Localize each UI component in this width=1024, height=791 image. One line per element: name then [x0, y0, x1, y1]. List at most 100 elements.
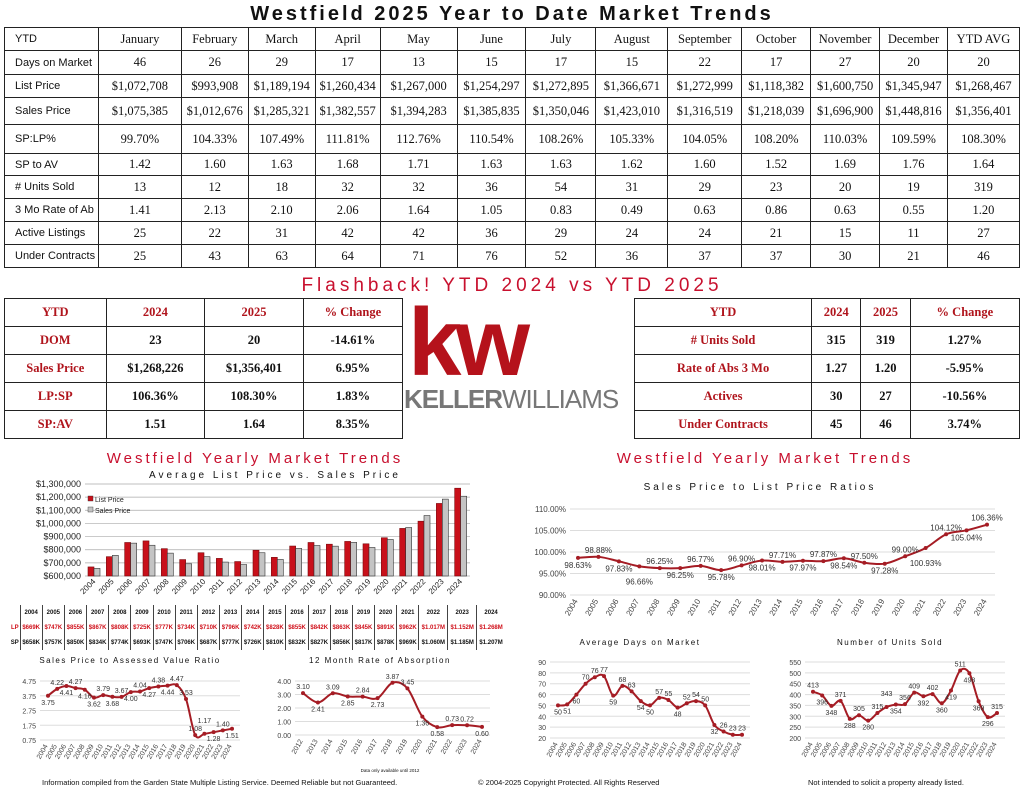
data-point	[565, 702, 570, 707]
legend-swatch	[87, 506, 94, 513]
year-cell: 2017	[307, 605, 331, 620]
column-header: YTD	[4, 298, 107, 327]
section-title-right: Westfield Yearly Market Trends	[616, 450, 914, 467]
row-label: 3 Mo Rate of Ab	[4, 198, 99, 222]
data-point	[939, 701, 944, 706]
table-cell: 2.10	[247, 198, 316, 222]
data-point	[712, 722, 717, 727]
year-cell: 2010	[152, 605, 176, 620]
data-point	[930, 692, 935, 697]
sales-price-bar	[93, 568, 101, 577]
value-cell: $1.152M	[447, 620, 477, 635]
absorption-line-chart: 0.00 1.00 2.00 3.00 4.00 2012 2013 2014 2015 2016…	[277, 674, 490, 755]
data-point	[921, 694, 926, 699]
table-cell: $1,260,434	[314, 74, 381, 98]
table-cell: $1,600,750	[810, 74, 881, 98]
table-cell: 1.20	[860, 354, 911, 383]
data-point	[82, 687, 87, 692]
x-tick-label: 2012	[291, 738, 305, 755]
section-title-left: Westfield Yearly Market Trends	[106, 450, 404, 467]
x-tick-label: 2018	[380, 738, 394, 755]
x-tick-label: 2007	[133, 577, 152, 596]
data-label: 413	[807, 683, 819, 690]
x-tick-label: 2011	[706, 597, 723, 617]
sales-price-bar	[295, 548, 302, 577]
x-tick-label: 2009	[665, 597, 682, 617]
table-cell: -10.56%	[909, 382, 1021, 411]
table-cell: 1.52	[741, 153, 812, 176]
x-tick-label: 2023	[952, 597, 969, 617]
y-tick-label: 60	[538, 693, 546, 700]
data-point	[780, 559, 785, 564]
data-point	[760, 558, 765, 563]
data-label: 98.88%	[585, 546, 612, 555]
table-cell: 13	[379, 50, 458, 75]
value-cell: $845K	[351, 620, 375, 635]
data-point	[638, 699, 643, 704]
table-cell: 1.63	[525, 153, 597, 176]
data-point	[884, 704, 889, 709]
splp-line-chart: 90.00%95.00%100.00%105.00%110.00%2004 200…	[534, 505, 1002, 617]
data-point	[995, 711, 999, 716]
data-label: 3.53	[179, 690, 193, 697]
y-tick-label: 80	[538, 671, 546, 678]
sales-price-bar	[203, 556, 211, 577]
list-price-bar	[87, 566, 95, 577]
data-point	[230, 726, 234, 731]
table-cell: 107.49%	[247, 124, 316, 154]
table-cell: 0.55	[879, 198, 948, 222]
table-cell: 76	[456, 244, 527, 268]
table-cell: 1.63	[247, 153, 316, 176]
data-point	[637, 564, 642, 569]
logo-williams: WILLIAMS	[502, 384, 619, 414]
value-cell: $734K	[174, 620, 198, 635]
y-tick-label: 70	[538, 682, 546, 689]
data-label: 51	[563, 708, 571, 715]
data-point	[678, 566, 683, 571]
x-tick-label: 2015	[788, 597, 805, 617]
data-label: 4.27	[69, 679, 83, 686]
data-point	[405, 686, 410, 691]
table-cell: 21	[879, 244, 948, 268]
data-label: 50	[701, 696, 709, 703]
table-cell: $1,394,283	[379, 97, 458, 125]
x-tick-label: 2022	[440, 738, 454, 755]
sales-price-bar	[405, 527, 412, 577]
data-label: 3.62	[87, 702, 101, 709]
data-label: 0.60	[475, 731, 489, 738]
table-row: # Units Sold 13 12 18 32 32 36 54 31 29 23 20 19 319	[4, 175, 1021, 199]
table-cell: 20	[879, 50, 948, 75]
list-price-bar	[362, 543, 370, 577]
data-label: 97.83%	[605, 564, 632, 573]
table-cell: 1.62	[595, 153, 669, 176]
list-price-bar	[307, 542, 315, 577]
x-tick-label: 2020	[372, 577, 391, 596]
x-tick-label: 2014	[321, 738, 335, 755]
list-price-bar	[454, 487, 461, 577]
data-label: 4.16	[78, 694, 92, 701]
data-label: 498	[964, 677, 976, 684]
row-label: SP:LP%	[4, 124, 99, 154]
table-cell: 42	[379, 221, 458, 245]
data-label: 96.66%	[626, 577, 653, 586]
table-cell: 54	[525, 175, 597, 199]
y-tick-label: 20	[538, 736, 546, 743]
table-cell: 25	[97, 221, 182, 245]
table-cell: 111.81%	[314, 124, 381, 154]
x-tick-label: 2022	[931, 597, 948, 617]
row-label: LP:SP	[4, 382, 107, 411]
data-label: 100.93%	[910, 559, 942, 568]
sales-price-bar	[258, 552, 266, 577]
data-label: 1.51	[225, 733, 239, 740]
table-cell: 45	[811, 410, 862, 439]
data-point	[657, 566, 662, 571]
year-cell: 2024	[476, 605, 505, 620]
y-tick-label: 550	[789, 660, 801, 667]
column-header: October	[741, 27, 812, 51]
data-point	[740, 732, 744, 737]
y-tick-label: 250	[789, 725, 801, 732]
data-label: 95.78%	[708, 573, 735, 582]
x-tick-label: 2009	[170, 577, 189, 596]
table-cell: 108.20%	[741, 124, 812, 154]
data-point	[156, 684, 161, 689]
